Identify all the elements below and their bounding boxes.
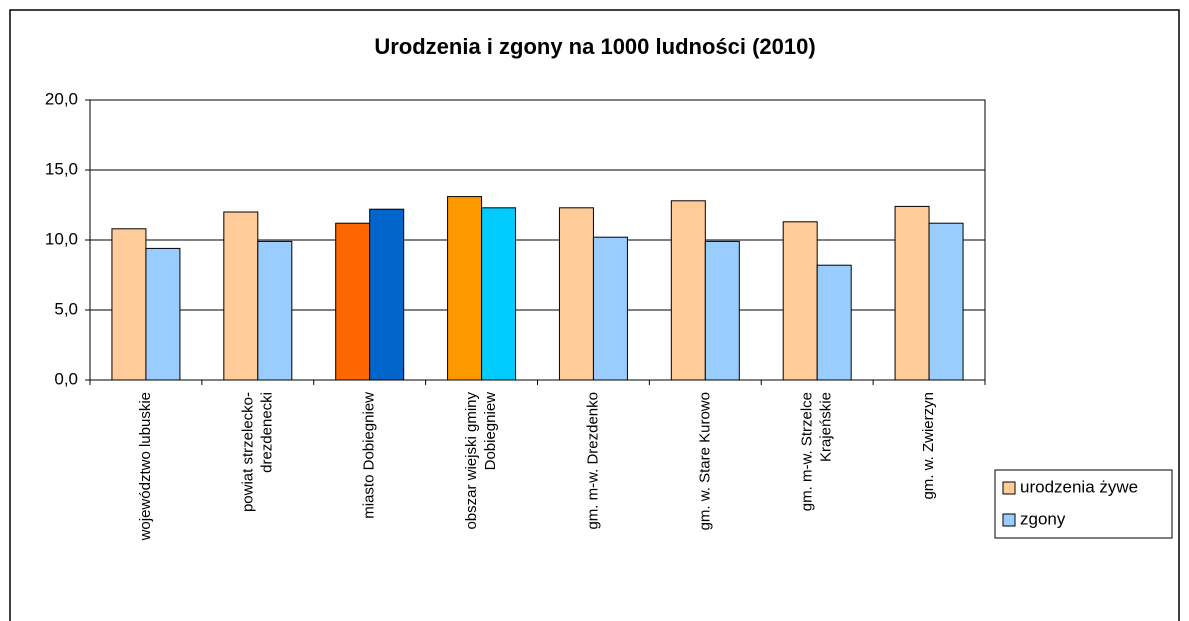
bar: [335, 222, 371, 381]
bar: [782, 221, 818, 381]
bar: [369, 208, 405, 381]
x-tick-label: miasto Dobiegniew: [361, 392, 378, 519]
legend-label: urodzenia żywe: [1020, 477, 1138, 496]
legend-swatch: [1002, 513, 1016, 527]
y-tick-label: 0,0: [54, 369, 78, 388]
bar: [558, 207, 594, 381]
bar: [481, 207, 517, 381]
x-tick-label: powiat strzelecko-drezdenecki: [239, 392, 275, 512]
bar: [447, 196, 483, 381]
x-tick-label: województwo lubuskie: [137, 392, 154, 541]
legend-swatch: [1002, 481, 1016, 495]
legend-label: zgony: [1020, 509, 1066, 528]
y-tick-label: 15,0: [45, 159, 78, 178]
y-tick-label: 20,0: [45, 89, 78, 108]
bar: [704, 240, 740, 381]
bar: [145, 247, 181, 381]
bar: [670, 200, 706, 381]
x-tick-label: obszar wiejski gminy Dobiegniew: [463, 392, 499, 530]
bar: [928, 222, 964, 381]
y-tick-label: 10,0: [45, 229, 78, 248]
x-tick-label: gm. m-w. Strzelce Krajeńskie: [799, 392, 835, 511]
y-tick-label: 5,0: [54, 299, 78, 318]
bar: [894, 205, 930, 381]
chart-title: Urodzenia i zgony na 1000 ludności (2010…: [374, 34, 815, 59]
bar: [816, 264, 852, 381]
legend: [994, 469, 1173, 539]
bar: [592, 236, 628, 381]
bar: [223, 211, 259, 381]
x-tick-label: gm. m-w. Drezdenko: [584, 392, 601, 530]
x-tick-label: gm. w. Stare Kurowo: [696, 392, 713, 530]
x-tick-label: gm. w. Zwierzyn: [920, 392, 937, 500]
bar: [257, 240, 293, 381]
bar: [111, 228, 147, 381]
